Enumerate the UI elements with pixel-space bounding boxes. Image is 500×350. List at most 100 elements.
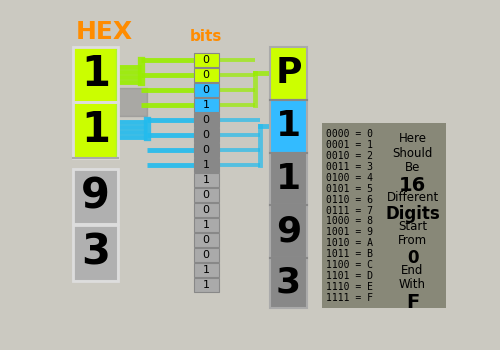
- Text: 0: 0: [202, 235, 209, 245]
- Bar: [73, 102, 101, 158]
- Bar: [73, 47, 99, 102]
- Text: 1: 1: [202, 265, 209, 275]
- Bar: [73, 102, 90, 158]
- Text: 0: 0: [407, 249, 418, 267]
- Bar: [73, 47, 90, 102]
- Bar: [73, 47, 92, 102]
- Bar: [73, 102, 118, 158]
- Bar: [73, 47, 118, 102]
- Bar: [194, 218, 218, 232]
- Bar: [73, 102, 91, 158]
- Text: 1: 1: [202, 175, 209, 185]
- Bar: [73, 102, 104, 158]
- Bar: [73, 102, 98, 158]
- Text: 9: 9: [276, 215, 301, 248]
- Text: 1111 = F: 1111 = F: [326, 293, 372, 303]
- Bar: [73, 47, 110, 102]
- Bar: [194, 248, 218, 262]
- Text: 1101 = D: 1101 = D: [326, 271, 372, 281]
- Bar: [194, 173, 218, 187]
- Text: 0: 0: [202, 190, 209, 200]
- Bar: [194, 53, 218, 66]
- Text: 1: 1: [202, 160, 209, 170]
- Text: Different: Different: [386, 191, 438, 204]
- Bar: [73, 47, 112, 102]
- Bar: [73, 225, 118, 281]
- Bar: [73, 102, 110, 158]
- Text: 0: 0: [202, 145, 209, 155]
- Bar: [73, 47, 94, 102]
- Text: 0: 0: [202, 250, 209, 260]
- Text: 0: 0: [202, 205, 209, 215]
- Bar: [194, 158, 218, 172]
- Bar: [73, 102, 118, 158]
- Text: 0: 0: [202, 115, 209, 125]
- Text: Digits: Digits: [385, 205, 440, 223]
- Bar: [270, 258, 307, 308]
- Bar: [270, 205, 307, 258]
- Text: Start: Start: [398, 220, 427, 233]
- Bar: [73, 169, 118, 224]
- Bar: [73, 102, 113, 158]
- Bar: [73, 169, 118, 224]
- Bar: [270, 100, 307, 153]
- Bar: [73, 47, 91, 102]
- Bar: [73, 47, 114, 102]
- Text: 3: 3: [81, 232, 110, 274]
- Bar: [73, 47, 105, 102]
- Text: 1: 1: [276, 109, 301, 143]
- Bar: [73, 47, 88, 102]
- Text: With: With: [399, 278, 426, 292]
- Bar: [194, 188, 218, 202]
- Bar: [194, 278, 218, 292]
- Bar: [194, 83, 218, 97]
- Bar: [73, 47, 101, 102]
- Bar: [73, 102, 96, 158]
- Text: 1: 1: [81, 109, 110, 151]
- Bar: [322, 123, 446, 308]
- Text: F: F: [406, 293, 419, 312]
- Text: 1: 1: [202, 220, 209, 230]
- Bar: [194, 68, 218, 82]
- Bar: [194, 98, 218, 112]
- Text: 3: 3: [276, 266, 301, 300]
- Bar: [270, 153, 307, 205]
- Text: 1010 = A: 1010 = A: [326, 238, 372, 248]
- Text: 1: 1: [81, 53, 110, 95]
- Text: 0111 = 7: 0111 = 7: [326, 205, 372, 216]
- Text: 16: 16: [399, 176, 426, 195]
- Text: 0010 = 2: 0010 = 2: [326, 151, 372, 161]
- Text: 1: 1: [202, 280, 209, 290]
- Bar: [73, 102, 99, 158]
- Bar: [73, 102, 106, 158]
- Bar: [73, 102, 105, 158]
- Bar: [194, 143, 218, 157]
- Bar: [73, 102, 94, 158]
- Text: 0101 = 5: 0101 = 5: [326, 184, 372, 194]
- Bar: [73, 47, 116, 102]
- Bar: [194, 203, 218, 217]
- Text: P: P: [276, 56, 302, 90]
- Text: 0011 = 3: 0011 = 3: [326, 162, 372, 172]
- Bar: [73, 47, 104, 102]
- Text: 1100 = C: 1100 = C: [326, 260, 372, 270]
- Text: 1: 1: [276, 162, 301, 196]
- Text: HEX: HEX: [76, 20, 132, 44]
- Text: 0: 0: [202, 55, 209, 65]
- Bar: [73, 102, 108, 158]
- Bar: [73, 47, 98, 102]
- Bar: [73, 102, 102, 158]
- Bar: [73, 102, 114, 158]
- Text: 0001 = 1: 0001 = 1: [326, 140, 372, 150]
- Bar: [73, 102, 112, 158]
- Text: 1001 = 9: 1001 = 9: [326, 228, 372, 237]
- Text: 0: 0: [202, 85, 209, 95]
- Text: End: End: [402, 264, 423, 277]
- Text: 0110 = 6: 0110 = 6: [326, 195, 372, 205]
- Text: 1011 = B: 1011 = B: [326, 249, 372, 259]
- Text: Should: Should: [392, 147, 432, 160]
- Text: 9: 9: [81, 176, 110, 218]
- Bar: [194, 263, 218, 277]
- Bar: [73, 47, 102, 102]
- Text: 0: 0: [202, 130, 209, 140]
